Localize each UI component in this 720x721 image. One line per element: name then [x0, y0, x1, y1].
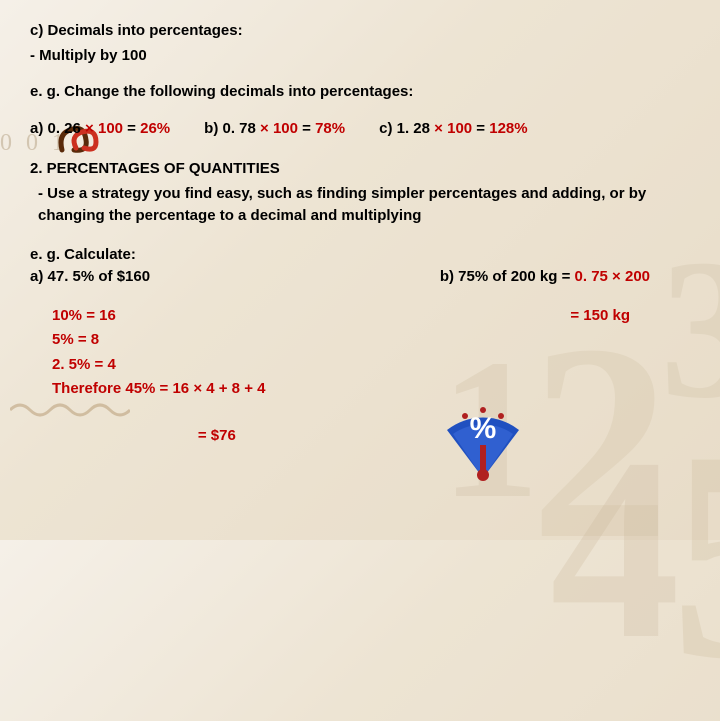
slide-content: c) Decimals into percentages: - Multiply… — [0, 0, 720, 492]
example-label: e. g. Change the following decimals into… — [30, 81, 690, 104]
breakdown-l5: = $76 — [52, 403, 265, 471]
ex-b-op: × 100 — [260, 120, 298, 137]
calc-b-eq: = — [557, 268, 574, 285]
ex-b-prefix: b) 0. 78 — [204, 120, 260, 137]
calc-b-result: = 150 kg — [570, 305, 630, 473]
ex-c-op: × 100 — [434, 120, 472, 137]
ex-a-prefix: a) 0. 26 — [30, 120, 85, 137]
breakdown-l4a: Therefore 45% = — [52, 380, 172, 397]
calc-b-work: 0. 75 × 200 — [575, 268, 650, 285]
ex-c-ans: 128% — [489, 120, 527, 137]
calc-b: b) 75% of 200 kg = 0. 75 × 200 — [440, 266, 650, 289]
breakdown-l4: Therefore 45% = 16 × 4 + 8 + 4 — [52, 378, 265, 401]
ex-a-ans: 26% — [140, 120, 170, 137]
ex-a-eq: = — [123, 120, 140, 137]
calculate-label: e. g. Calculate: — [30, 244, 690, 267]
examples-row: a) 0. 26 × 100 = 26% b) 0. 78 × 100 = 78… — [30, 118, 690, 141]
breakdown-a: 10% = 16 5% = 8 2. 5% = 4 Therefore 45% … — [52, 305, 265, 473]
breakdown-l2: 5% = 8 — [52, 329, 265, 352]
strategy-text: - Use a strategy you find easy, such as … — [38, 183, 658, 228]
example-a: a) 0. 26 × 100 = 26% — [30, 118, 170, 141]
ex-b-eq: = — [298, 120, 315, 137]
example-b: b) 0. 78 × 100 = 78% — [204, 118, 345, 141]
ex-b-ans: 78% — [315, 120, 345, 137]
ex-c-prefix: c) 1. 28 — [379, 120, 434, 137]
sub-multiply: - Multiply by 100 — [30, 45, 690, 68]
breakdown-l5b: $76 — [211, 427, 236, 444]
ex-c-eq: = — [472, 120, 489, 137]
calc-b-label: b) 75% of 200 kg — [440, 268, 558, 285]
section-2-title: 2. PERCENTAGES OF QUANTITIES — [30, 158, 690, 181]
breakdown-l5a: = — [85, 427, 210, 444]
calc-a: a) 47. 5% of $160 — [30, 266, 150, 289]
example-c: c) 1. 28 × 100 = 128% — [379, 118, 528, 141]
breakdown-l3: 2. 5% = 4 — [52, 354, 265, 377]
breakdown-l4b: 16 × 4 + 8 + 4 — [172, 380, 265, 397]
breakdown-l1: 10% = 16 — [52, 305, 265, 328]
heading-c: c) Decimals into percentages: — [30, 20, 690, 43]
ex-a-op: × 100 — [85, 120, 123, 137]
calc-row: a) 47. 5% of $160 b) 75% of 200 kg = 0. … — [30, 266, 690, 289]
